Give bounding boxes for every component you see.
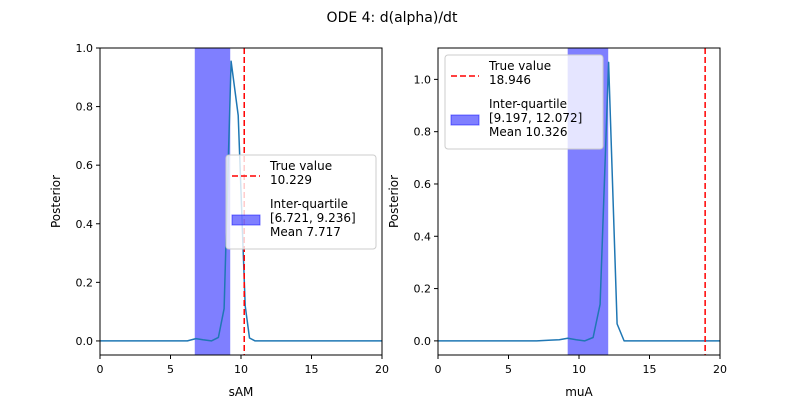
legend-iqr-patch: [231, 214, 261, 226]
x-tick-label: 5: [505, 363, 512, 376]
x-tick-label: 10: [572, 363, 586, 376]
posterior-line: [438, 61, 720, 342]
legend-true-value-text: True value: [488, 59, 551, 73]
legend-iqr-text: Inter-quartile: [270, 197, 348, 211]
legend-true-value-text: True value: [269, 159, 332, 173]
y-tick-label: 0.8: [76, 101, 94, 114]
x-tick-label: 15: [643, 363, 657, 376]
x-tick-label: 0: [97, 363, 104, 376]
y-tick-label: 0.4: [76, 218, 94, 231]
y-tick-label: 1.0: [76, 42, 94, 55]
legend-iqr-text: [9.197, 12.072]: [489, 111, 582, 125]
legend-box: [225, 154, 377, 250]
legend-iqr-text: Mean 10.326: [489, 125, 568, 139]
y-tick-label: 0.2: [414, 283, 432, 296]
legend-iqr-text: Inter-quartile: [489, 97, 567, 111]
x-tick-label: 20: [713, 363, 727, 376]
x-axis-label: muA: [565, 385, 593, 399]
y-tick-label: 1.0: [414, 73, 432, 86]
subplot-samples-sam: 0 5 10 15 20 0.0 0.2 0.4 0.6 0.8 1.0 sAM Posterior Tr…: [49, 42, 389, 399]
legend-true-value-text: 10.229: [270, 173, 312, 187]
x-tick-label: 15: [305, 363, 319, 376]
x-axis-label: sAM: [229, 385, 254, 399]
y-tick-label: 0.2: [76, 276, 94, 289]
y-tick-label: 0.0: [76, 335, 94, 348]
x-tick-label: 10: [234, 363, 248, 376]
y-axis-label: Posterior: [387, 175, 401, 228]
y-tick-label: 0.0: [414, 335, 432, 348]
x-tick-label: 5: [167, 363, 174, 376]
legend-iqr-text: [6.721, 9.236]: [270, 211, 356, 225]
x-tick-label: 0: [435, 363, 442, 376]
legend-true-value-text: 18.946: [489, 73, 531, 87]
y-tick-label: 0.8: [414, 126, 432, 139]
legend-box: [444, 54, 604, 150]
x-tick-label: 20: [375, 363, 389, 376]
y-tick-label: 0.4: [414, 230, 432, 243]
y-tick-label: 0.6: [414, 178, 432, 191]
y-axis-label: Posterior: [49, 175, 63, 228]
figure-title: ODE 4: d(alpha)/dt: [327, 10, 458, 26]
legend-iqr-patch: [450, 114, 480, 126]
posterior-line: [100, 60, 382, 342]
y-tick-label: 0.6: [76, 159, 94, 172]
subplot-samples-mua: 0 5 10 15 20 0.0 0.2 0.4 0.6 0.8 1.0 muA Posterior Tr…: [387, 47, 727, 399]
iqr-band: [194, 48, 231, 355]
legend-iqr-text: Mean 7.717: [270, 225, 341, 239]
